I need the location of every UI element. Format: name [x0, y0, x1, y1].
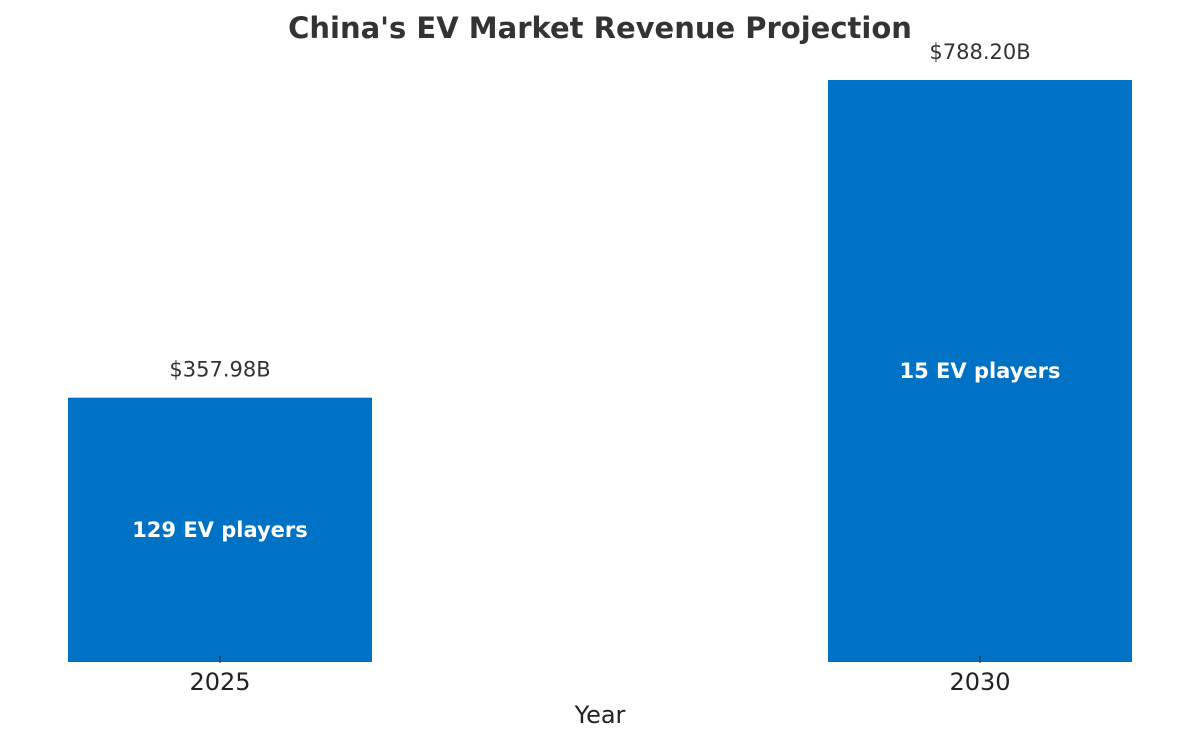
- bar-annotation-2030: 15 EV players: [900, 359, 1061, 383]
- chart-title: China's EV Market Revenue Projection: [288, 11, 912, 45]
- x-axis-ticks: 2025 2030: [189, 656, 1011, 696]
- labels-layer: $357.98B 129 EV players $788.20B 15 EV play…: [132, 40, 1060, 542]
- value-label-2030: $788.20B: [929, 40, 1030, 64]
- value-label-2025: $357.98B: [169, 358, 270, 382]
- x-tick-label-2030: 2030: [949, 668, 1010, 696]
- bar-2025: [68, 397, 372, 662]
- bar-annotation-2025: 129 EV players: [132, 518, 308, 542]
- bars-layer: [68, 80, 1132, 662]
- x-tick-label-2025: 2025: [189, 668, 250, 696]
- x-axis-label: Year: [574, 701, 626, 729]
- bar-2030: [828, 80, 1132, 662]
